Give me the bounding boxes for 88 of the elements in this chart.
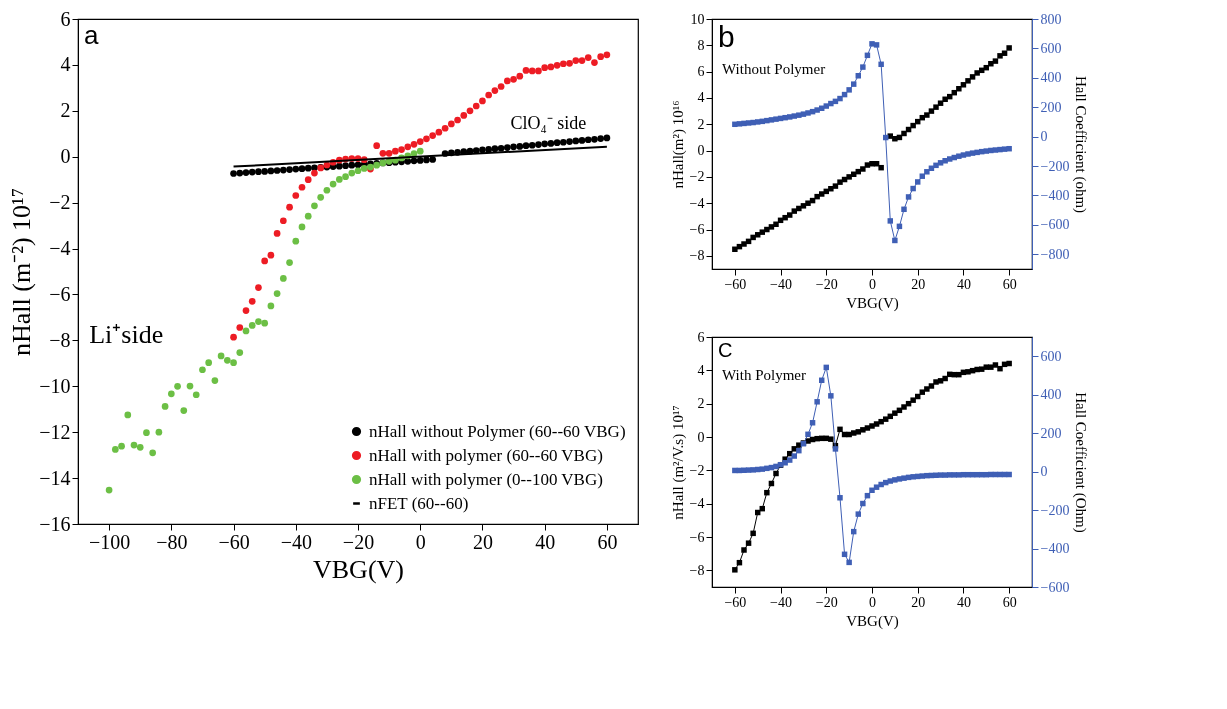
y-tick-label: 4 <box>697 362 705 378</box>
y-tick-label: −12 <box>39 420 71 443</box>
x-tick-label: −60 <box>724 276 747 292</box>
text: Without Polymer <box>722 60 826 77</box>
y-tick-label: −4 <box>689 496 705 512</box>
y2-tick-label: 0 <box>1040 464 1048 480</box>
y-tick-label: −4 <box>49 237 71 260</box>
chart-title: b <box>718 20 735 53</box>
x-tick-label: −60 <box>724 594 747 610</box>
x-tick-label: 20 <box>472 530 493 553</box>
y-tick-label: 4 <box>60 53 71 76</box>
y-axis-title: nHall (m⁻²) 10¹⁷ <box>7 188 37 356</box>
y-tick-label: 0 <box>697 143 705 159</box>
y-tick-label: 2 <box>697 116 705 132</box>
y-tick-label: −2 <box>689 462 705 478</box>
y-tick-label: −6 <box>689 529 705 545</box>
y-tick-label: 0 <box>697 429 705 445</box>
y2-tick-label: 400 <box>1040 70 1062 86</box>
x-tick-label: 60 <box>1002 276 1017 292</box>
y2-axis-title: Hall Coefficient (ohm) <box>1072 75 1090 214</box>
legend-label: nFET (60--60) <box>369 493 469 513</box>
y-axis-title: nHall(m²) 10¹⁶ <box>669 100 687 189</box>
y-tick-label: −16 <box>39 512 71 535</box>
y-tick-label: 2 <box>60 99 71 122</box>
x-tick-label: −40 <box>770 594 793 610</box>
legend-label: nHall without Polymer (60--60 VBG) <box>369 421 626 441</box>
y-tick-label: −6 <box>689 222 705 238</box>
legend-label: nHall with polymer (0--100 VBG) <box>369 469 603 489</box>
x-tick-label: 60 <box>597 530 618 553</box>
y2-tick-label: 600 <box>1040 40 1062 56</box>
y2-tick-label: 400 <box>1040 387 1062 403</box>
y-axis-title: nHall (m²/V.s) 10¹⁷ <box>669 405 687 520</box>
x-tick-label: 40 <box>956 276 971 292</box>
y-tick-label: −8 <box>49 328 71 351</box>
annotation: ClO₄⁻ side <box>510 112 587 133</box>
y-tick-label: −8 <box>689 562 705 578</box>
y2-tick-label: −800 <box>1040 246 1070 262</box>
y-tick-label: 6 <box>697 329 705 345</box>
y-tick-label: 4 <box>697 90 705 106</box>
x-axis-title: VBG(V) <box>846 294 899 312</box>
y2-tick-label: 0 <box>1040 129 1048 145</box>
chart-title: a <box>84 20 99 50</box>
x-tick-label: 0 <box>869 276 876 292</box>
y-tick-label: 6 <box>697 64 705 80</box>
y-tick-label: −4 <box>689 195 705 211</box>
chart-title: C <box>718 339 733 361</box>
x-tick-label: −40 <box>770 276 793 292</box>
x-tick-label: −100 <box>88 530 131 553</box>
y-tick-label: 6 <box>60 7 71 30</box>
x-tick-label: 0 <box>869 594 876 610</box>
y-tick-label: −2 <box>49 191 71 214</box>
y2-tick-label: −200 <box>1040 502 1070 518</box>
y-tick-label: −10 <box>39 374 71 397</box>
y-tick-label: 8 <box>697 37 705 53</box>
x-tick-label: 40 <box>956 594 971 610</box>
y2-tick-label: −600 <box>1040 217 1070 233</box>
y2-tick-label: −400 <box>1040 187 1070 203</box>
y2-tick-label: 200 <box>1040 99 1062 115</box>
y2-tick-label: −200 <box>1040 158 1070 174</box>
x-axis-title: VBG(V) <box>846 612 899 630</box>
x-tick-label: 0 <box>415 530 426 553</box>
y-tick-label: 10 <box>690 11 705 27</box>
x-tick-label: 20 <box>911 276 926 292</box>
text: With Polymer <box>722 367 806 383</box>
y2-axis-title: Hall Coefficient (Ohm) <box>1072 392 1090 533</box>
x-tick-label: 40 <box>535 530 556 553</box>
x-tick-label: −20 <box>342 530 375 553</box>
x-tick-label: −80 <box>156 530 188 553</box>
y2-tick-label: 600 <box>1040 348 1062 364</box>
x-tick-label: −40 <box>280 530 312 553</box>
y2-tick-label: −400 <box>1040 541 1070 557</box>
y-tick-label: 2 <box>697 396 705 412</box>
x-tick-label: 60 <box>1002 594 1017 610</box>
y-tick-label: −8 <box>689 248 705 264</box>
x-tick-label: −20 <box>815 594 838 610</box>
y-tick-label: −14 <box>39 466 71 489</box>
y-tick-label: −6 <box>49 282 71 305</box>
y-tick-label: −2 <box>689 169 705 185</box>
x-tick-label: 20 <box>911 594 926 610</box>
y2-tick-label: 800 <box>1040 11 1062 27</box>
x-tick-label: −20 <box>815 276 838 292</box>
y2-tick-label: −600 <box>1040 579 1070 595</box>
y-tick-label: 0 <box>60 145 71 168</box>
y2-tick-label: 200 <box>1040 425 1062 441</box>
x-tick-label: −60 <box>218 530 250 553</box>
x-axis-title: VBG(V) <box>313 554 404 584</box>
annotation: Li⁺side <box>89 320 164 349</box>
legend-label: nHall with polymer (60--60 VBG) <box>369 445 603 465</box>
